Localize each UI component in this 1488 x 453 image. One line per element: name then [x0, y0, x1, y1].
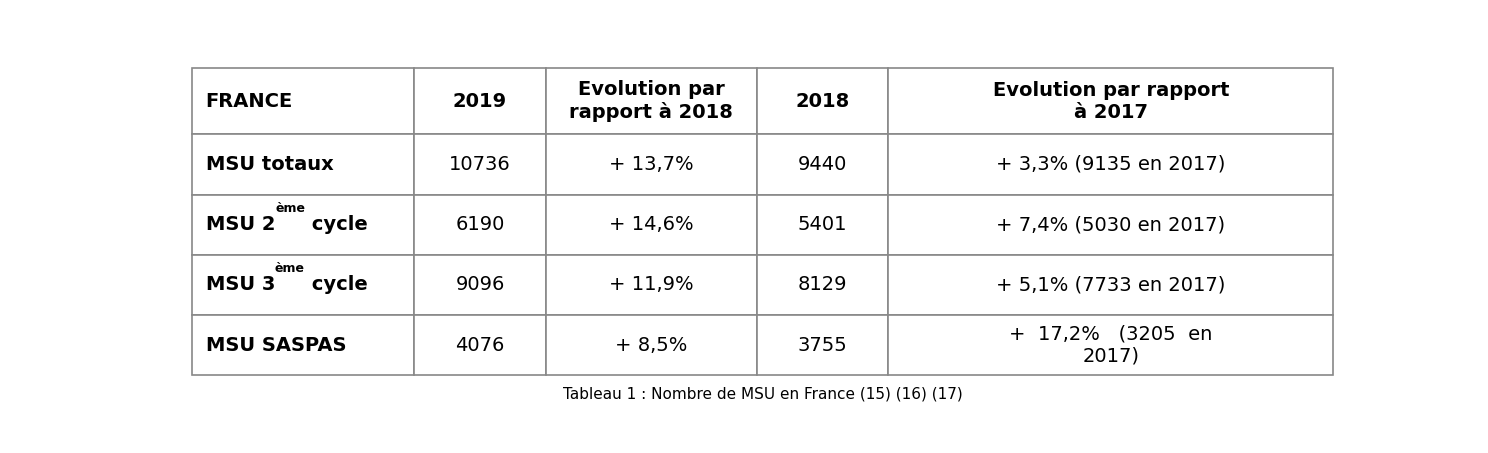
Text: 5401: 5401 [798, 215, 847, 234]
Text: Tableau 1 : Nombre de MSU en France (15) (16) (17): Tableau 1 : Nombre de MSU en France (15)… [562, 387, 963, 402]
Text: 9096: 9096 [455, 275, 504, 294]
Bar [888, 68, 1333, 134]
Bar [414, 255, 546, 315]
Text: + 7,4% (5030 en 2017): + 7,4% (5030 en 2017) [997, 215, 1226, 234]
Text: + 3,3% (9135 en 2017): + 3,3% (9135 en 2017) [995, 155, 1226, 174]
Text: 2018: 2018 [796, 92, 850, 111]
Text: 3755: 3755 [798, 336, 847, 355]
Text: MSU SASPAS: MSU SASPAS [205, 336, 347, 355]
Text: MSU totaux: MSU totaux [205, 155, 333, 174]
Text: MSU 3: MSU 3 [205, 275, 275, 294]
Bar [888, 255, 1333, 315]
Text: + 11,9%: + 11,9% [609, 275, 693, 294]
Text: FRANCE: FRANCE [205, 92, 293, 111]
Bar [546, 315, 757, 375]
Bar [757, 315, 888, 375]
Bar [414, 134, 546, 194]
Bar [757, 194, 888, 255]
Bar [757, 134, 888, 194]
Text: 9440: 9440 [798, 155, 847, 174]
Text: MSU 2: MSU 2 [205, 215, 275, 234]
Bar [192, 68, 414, 134]
Bar [888, 315, 1333, 375]
Bar [757, 68, 888, 134]
Text: Evolution par rapport
à 2017: Evolution par rapport à 2017 [992, 81, 1229, 122]
Text: cycle: cycle [305, 275, 368, 294]
Bar [888, 134, 1333, 194]
Bar [888, 194, 1333, 255]
Text: + 13,7%: + 13,7% [609, 155, 693, 174]
Text: + 14,6%: + 14,6% [609, 215, 693, 234]
Bar [414, 194, 546, 255]
Bar [757, 255, 888, 315]
Text: 4076: 4076 [455, 336, 504, 355]
Bar [192, 134, 414, 194]
Bar [546, 134, 757, 194]
Text: ème: ème [275, 262, 305, 275]
Text: 6190: 6190 [455, 215, 504, 234]
Text: 2019: 2019 [452, 92, 507, 111]
Bar [192, 194, 414, 255]
Text: + 8,5%: + 8,5% [615, 336, 687, 355]
Text: + 5,1% (7733 en 2017): + 5,1% (7733 en 2017) [995, 275, 1226, 294]
Bar [546, 255, 757, 315]
Text: cycle: cycle [305, 215, 368, 234]
Bar [192, 315, 414, 375]
Bar [192, 255, 414, 315]
Text: Evolution par
rapport à 2018: Evolution par rapport à 2018 [570, 80, 734, 122]
Bar [414, 315, 546, 375]
Text: ème: ème [275, 202, 305, 215]
Text: 10736: 10736 [449, 155, 510, 174]
Text: +  17,2%   (3205  en
2017): + 17,2% (3205 en 2017) [1009, 325, 1213, 366]
Bar [414, 68, 546, 134]
Text: 8129: 8129 [798, 275, 847, 294]
Bar [546, 68, 757, 134]
Bar [546, 194, 757, 255]
